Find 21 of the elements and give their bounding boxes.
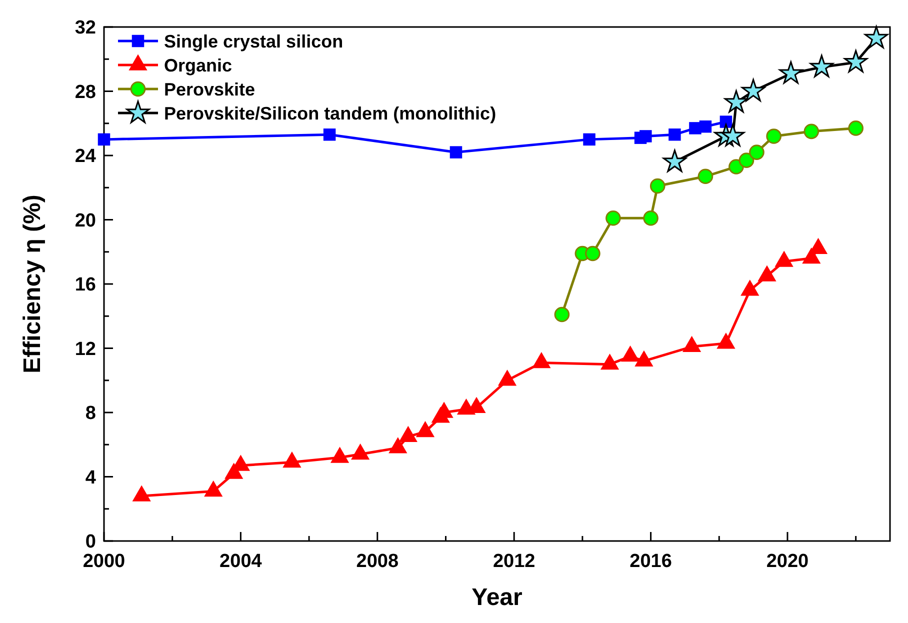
y-tick-label: 32 xyxy=(74,18,96,39)
y-tick-label: 8 xyxy=(85,403,96,424)
y-tick-label: 12 xyxy=(74,338,96,360)
y-tick-label: 28 xyxy=(74,82,96,103)
y-tick-label: 0 xyxy=(85,532,96,553)
y-tick-label: 24 xyxy=(74,146,96,168)
y-tick-label: 16 xyxy=(74,274,96,296)
legend-label: Organic xyxy=(164,55,232,76)
x-tick-label: 2012 xyxy=(492,551,536,572)
legend-label: Perovskite xyxy=(164,79,256,100)
x-axis-title: Year xyxy=(472,584,522,611)
y-tick-label: 20 xyxy=(74,210,96,232)
y-axis-title: Efficiency η (%) xyxy=(19,194,46,374)
x-tick-label: 2008 xyxy=(356,551,399,572)
x-tick-label: 2016 xyxy=(630,551,672,572)
x-tick-label: 2000 xyxy=(82,551,126,572)
x-tick-label: 2020 xyxy=(766,551,809,572)
y-tick-label: 4 xyxy=(85,467,96,488)
legend-label: Single crystal silicon xyxy=(164,31,344,52)
legend-label: Perovskite/Silicon tandem (monolithic) xyxy=(164,103,496,124)
x-tick-label: 2004 xyxy=(220,551,262,572)
